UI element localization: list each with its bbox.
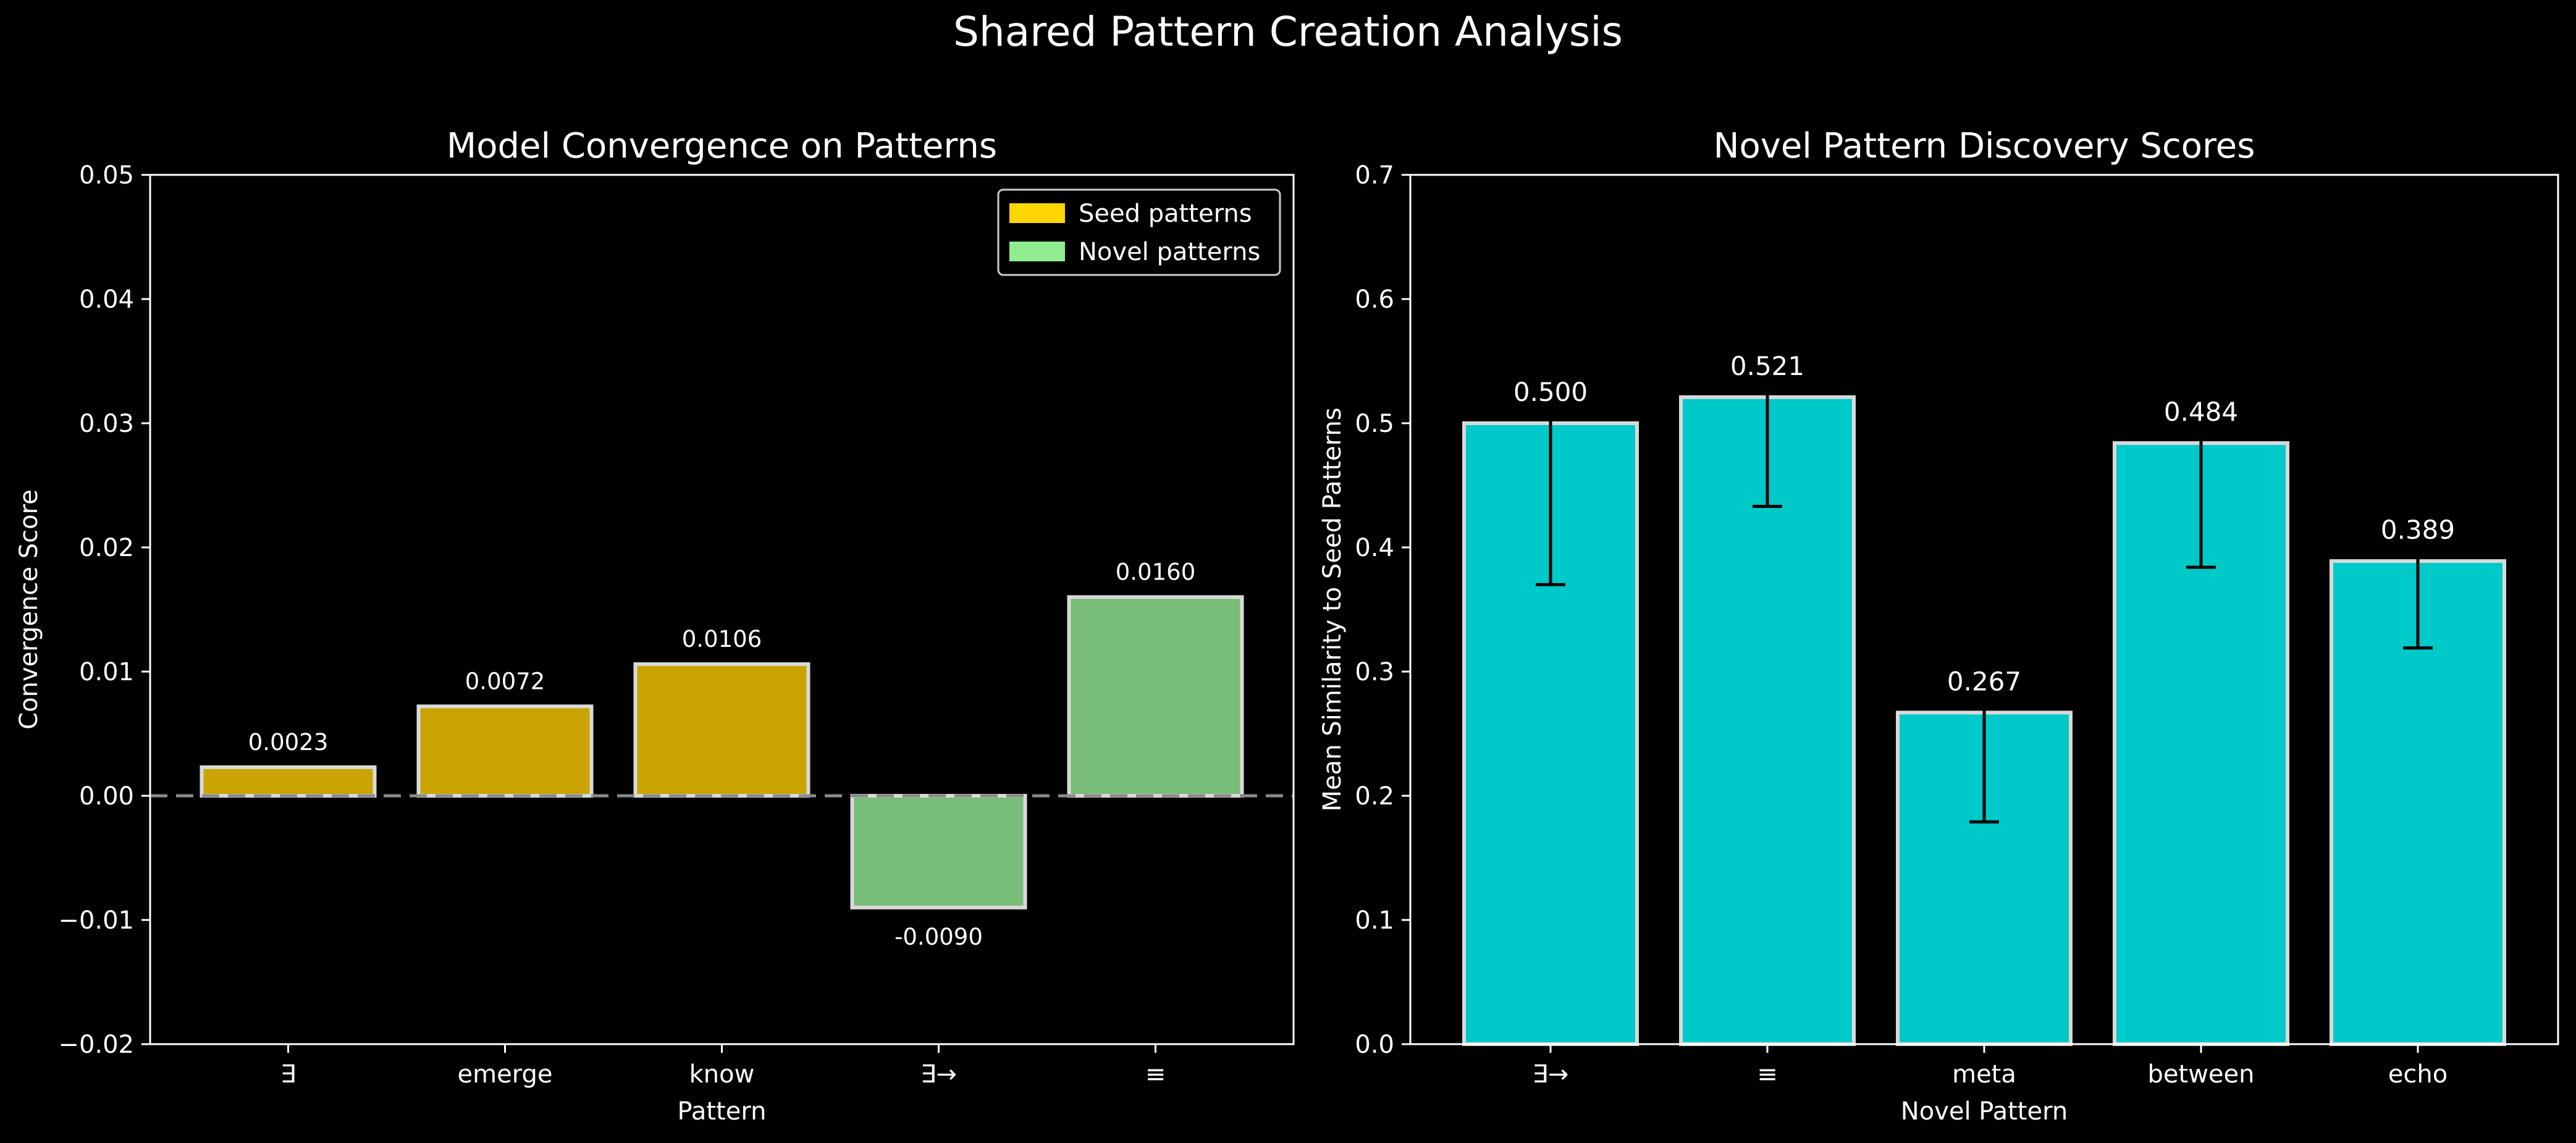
x-tick-label: echo	[2388, 1060, 2448, 1089]
x-tick-label: ∃→	[920, 1060, 957, 1089]
chart-title: Novel Pattern Discovery Scores	[1714, 126, 2255, 166]
x-tick-label: emerge	[458, 1060, 553, 1089]
y-tick-label: 0.03	[79, 410, 134, 438]
chart-title: Model Convergence on Patterns	[447, 126, 997, 166]
legend-label-seed: Seed patterns	[1079, 200, 1252, 228]
y-tick-label: 0.2	[1355, 782, 1394, 811]
legend-swatch-novel	[1009, 242, 1065, 261]
bar	[633, 662, 810, 798]
y-tick-label: 0.02	[79, 534, 134, 562]
data-label: 0.267	[1947, 666, 2021, 696]
legend-label-novel: Novel patterns	[1079, 238, 1260, 266]
data-label: -0.0090	[894, 924, 983, 950]
y-axis-label: Mean Similarity to Seed Patterns	[1318, 408, 1347, 812]
y-tick-label: −0.01	[58, 906, 134, 935]
y-tick-label: 0.1	[1355, 906, 1394, 935]
legend-box	[997, 188, 1281, 276]
y-tick-label: 0.4	[1355, 534, 1394, 562]
legend-swatch-seed	[1009, 203, 1065, 223]
bar	[200, 765, 377, 798]
y-tick-label: 0.05	[79, 161, 134, 190]
y-tick-label: 0.6	[1355, 285, 1394, 314]
x-tick-label: know	[689, 1060, 755, 1089]
y-axis-label: Convergence Score	[15, 489, 43, 729]
x-axis-label: Novel Pattern	[1901, 1097, 2068, 1126]
x-tick-label: ∃→	[1533, 1060, 1569, 1089]
data-label: 0.389	[2381, 515, 2455, 545]
x-axis-label: Pattern	[678, 1097, 767, 1126]
y-tick-label: −0.02	[58, 1031, 134, 1059]
y-tick-label: 0.00	[79, 782, 134, 811]
figure-title: Shared Pattern Creation Analysis	[953, 8, 1623, 56]
y-tick-label: 0.01	[79, 658, 134, 686]
data-label: 0.500	[1513, 377, 1588, 407]
data-label: 0.484	[2164, 397, 2238, 427]
data-label: 0.0160	[1116, 559, 1195, 585]
data-label: 0.0106	[682, 626, 762, 652]
bar	[1067, 595, 1244, 798]
convergence-chart: Model Convergence on Patterns 0.0023 0.007…	[15, 126, 1295, 1126]
bar	[416, 704, 594, 798]
x-tick-label: ≡	[1757, 1060, 1778, 1089]
x-tick-label: between	[2148, 1060, 2255, 1089]
y-tick-label: 0.3	[1355, 658, 1394, 686]
bar	[850, 794, 1027, 909]
x-tick-label: meta	[1952, 1060, 2016, 1089]
x-tick-label: ≡	[1145, 1060, 1166, 1089]
y-tick-label: 0.7	[1355, 161, 1394, 190]
y-tick-label: 0.5	[1355, 410, 1394, 438]
data-label: 0.0072	[465, 668, 545, 694]
y-tick-label: 0.0	[1355, 1031, 1394, 1059]
data-label: 0.521	[1730, 351, 1804, 381]
discovery-chart: Novel Pattern Discovery Scores 0.500 0.521…	[1318, 126, 2559, 1126]
data-label: 0.0023	[248, 729, 328, 756]
x-tick-label: ∃	[280, 1060, 296, 1089]
y-tick-label: 0.04	[79, 285, 134, 314]
